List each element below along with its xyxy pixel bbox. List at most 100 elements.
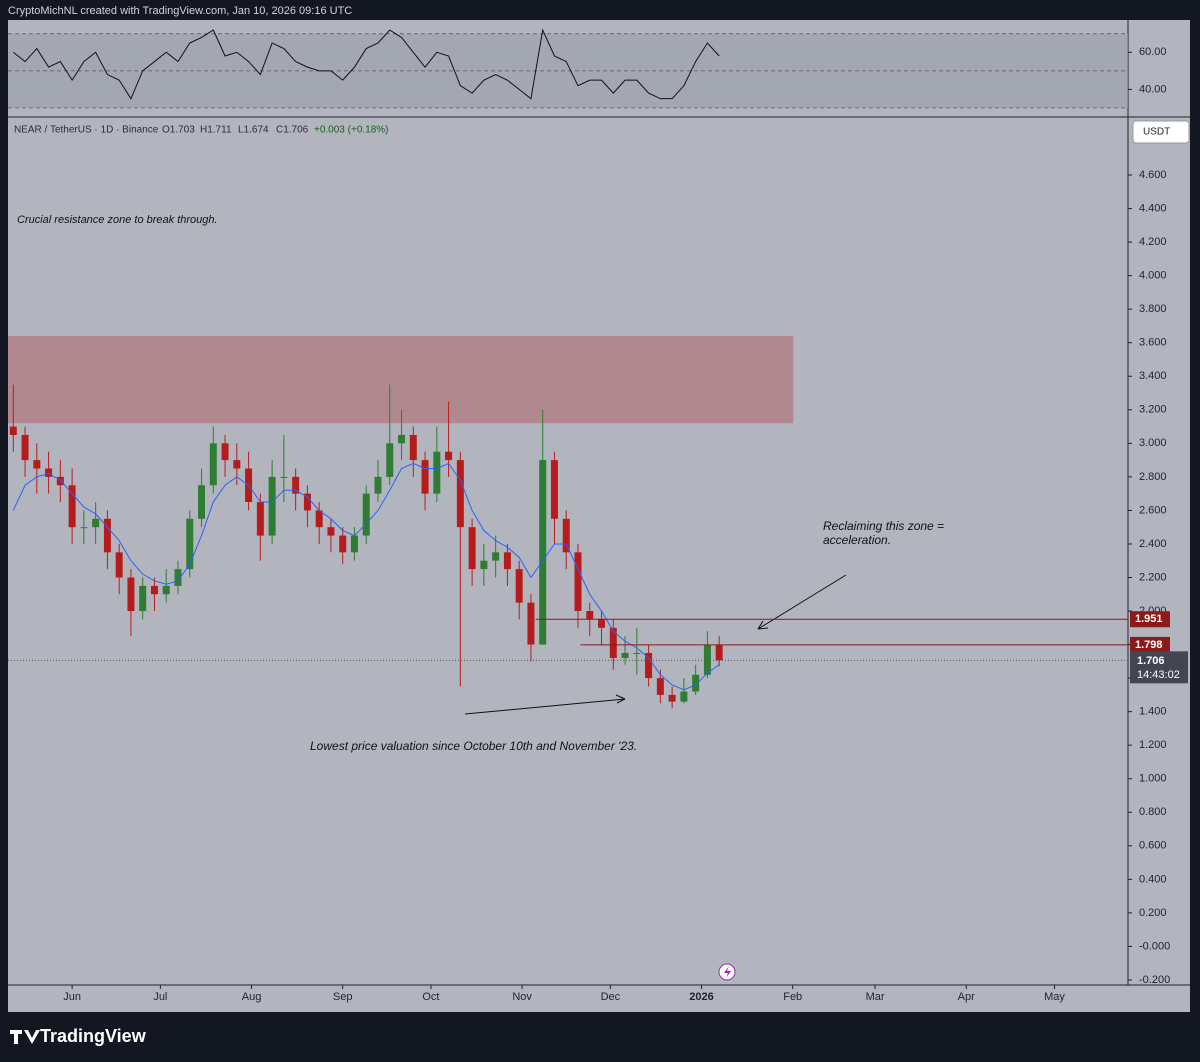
y-tick-label: 0.800 — [1139, 806, 1167, 818]
y-tick-label: 0.200 — [1139, 907, 1167, 919]
arrow — [757, 574, 847, 630]
candle-body — [621, 652, 629, 658]
candle-body — [68, 485, 76, 528]
candle-body — [209, 443, 217, 486]
chart-background — [8, 20, 1190, 1012]
event-icon-glyph — [724, 966, 731, 978]
candle-body — [609, 627, 617, 658]
candle-body — [256, 502, 264, 536]
candle-body — [139, 585, 147, 612]
rsi-tick-label: 60.00 — [1139, 46, 1167, 58]
candle-body — [268, 476, 276, 536]
candle-body — [150, 585, 158, 595]
logo-mark — [10, 1030, 40, 1044]
candle-body — [362, 493, 370, 536]
candle-body — [280, 476, 288, 478]
x-tick-label: Sep — [333, 991, 353, 1003]
y-tick-label: 0.600 — [1139, 840, 1167, 852]
candle-body — [550, 460, 558, 519]
candle-body — [233, 460, 241, 469]
x-tick-label: Dec — [601, 991, 621, 1003]
y-tick-label: 1.000 — [1139, 773, 1167, 785]
candle-body — [468, 527, 476, 570]
candle-body — [303, 493, 311, 511]
annotation-box: Reclaiming this zone = acceleration. — [823, 519, 945, 547]
level-price-label: 1.798 — [1135, 639, 1163, 651]
candle-body — [409, 434, 417, 461]
y-tick-label: 0.400 — [1139, 873, 1167, 885]
plot-area — [8, 336, 794, 709]
candle-body — [56, 476, 64, 486]
y-tick-label: -0.000 — [1139, 940, 1170, 952]
y-tick-label: 2.400 — [1139, 538, 1167, 550]
candle-body — [198, 485, 206, 519]
candle-body — [186, 518, 194, 570]
candle-body — [586, 611, 594, 620]
candle-body — [221, 443, 229, 461]
candle-body — [527, 602, 535, 645]
x-tick-label: Jul — [153, 991, 167, 1003]
ohlc-legend: O1.703 H1.711 L1.674 C1.706 +0.003 (+0.18%) — [162, 125, 389, 136]
ohlc-value: L1.674 — [238, 125, 269, 136]
ohlc-value: C1.706 — [276, 125, 309, 136]
y-tick-label: 4.200 — [1139, 236, 1167, 248]
x-tick-label: 2026 — [689, 991, 713, 1003]
y-tick-label: 3.200 — [1139, 404, 1167, 416]
arrow — [464, 694, 626, 715]
y-tick-label: 2.200 — [1139, 571, 1167, 583]
candle-body — [127, 577, 135, 612]
candle-body — [327, 527, 335, 536]
annotation: Crucial resistance zone to break through… — [17, 214, 218, 226]
level-price-label: 1.951 — [1135, 613, 1163, 625]
candle-body — [633, 652, 641, 654]
candle-body — [115, 552, 123, 578]
y-tick-label: 4.000 — [1139, 270, 1167, 282]
candle-body — [715, 644, 723, 661]
candle-body — [315, 510, 323, 528]
candle-body — [692, 674, 700, 692]
ohlc-value: +0.003 (+0.18%) — [314, 125, 389, 136]
candle-body — [386, 443, 394, 477]
annotation: Reclaiming this zone = acceleration. — [823, 519, 945, 547]
y-tick-label: 3.600 — [1139, 337, 1167, 349]
candle-body — [539, 460, 547, 645]
candle-body — [433, 451, 441, 494]
chart-title: NEAR / TetherUS · 1D · Binance — [14, 125, 159, 136]
y-tick-label: 3.400 — [1139, 370, 1167, 382]
candle-body — [562, 518, 570, 553]
candle-body — [703, 644, 711, 675]
candle-body — [45, 468, 53, 477]
y-tick-label: 4.400 — [1139, 202, 1167, 214]
y-tick-label: -0.200 — [1139, 974, 1170, 986]
x-tick-label: Oct — [422, 991, 439, 1003]
candle-body — [174, 569, 182, 586]
rsi-line — [12, 28, 720, 100]
x-tick-label: Jun — [63, 991, 81, 1003]
level-price-box — [1130, 611, 1170, 628]
candle-body — [515, 569, 523, 603]
candle-body — [503, 552, 511, 570]
y-tick-label: 2.600 — [1139, 504, 1167, 516]
candle-body — [574, 552, 582, 612]
x-tick-label: Mar — [866, 991, 885, 1003]
last-price-box — [1130, 651, 1188, 684]
x-tick-label: Apr — [958, 991, 975, 1003]
candle-body — [374, 476, 382, 494]
candle-body — [645, 652, 653, 679]
y-tick-label: 2.800 — [1139, 471, 1167, 483]
countdown: 14:43:02 — [1137, 669, 1180, 681]
candle-body — [598, 619, 606, 628]
candle-body — [162, 585, 170, 595]
arrows — [464, 574, 847, 715]
candle-body — [398, 434, 406, 444]
candle-body — [92, 518, 100, 528]
y-tick-label: 1.400 — [1139, 706, 1167, 718]
candle-body — [80, 527, 88, 529]
tv-logo — [10, 1030, 40, 1044]
y-tick-label: 1.200 — [1139, 739, 1167, 751]
x-tick-label: Feb — [783, 991, 802, 1003]
currency-button[interactable] — [1132, 120, 1190, 144]
candle-body — [350, 535, 358, 553]
candle-body — [445, 451, 453, 461]
